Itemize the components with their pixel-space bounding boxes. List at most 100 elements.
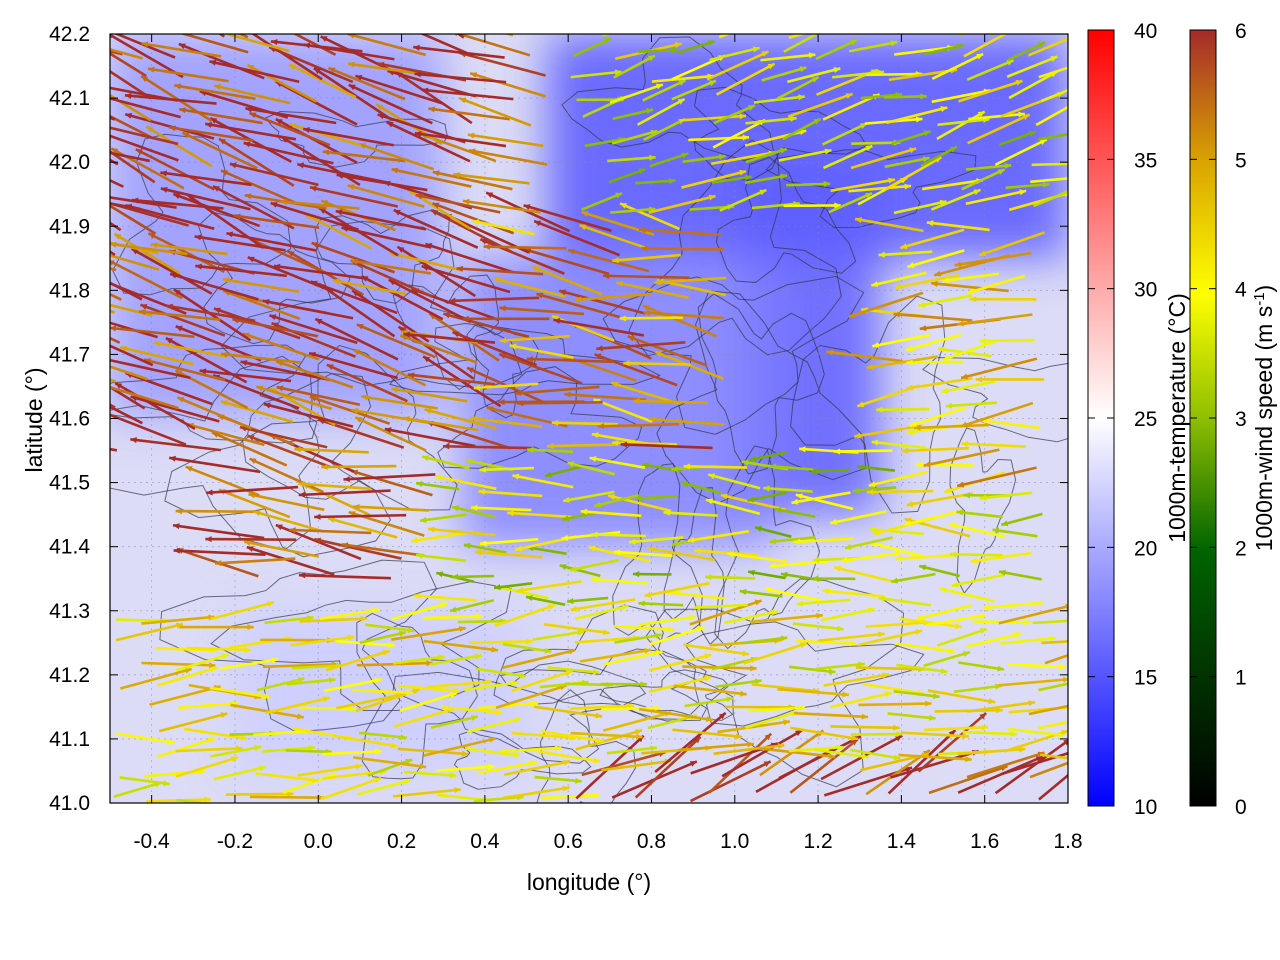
wind-arrow (905, 333, 962, 352)
wind-arrow (957, 746, 1026, 756)
wind-arrow (968, 111, 1025, 121)
wind-arrow (341, 225, 432, 249)
wind-arrow (998, 603, 1068, 625)
wind-arrow (110, 259, 183, 300)
wind-arrow (423, 613, 483, 620)
wind-arrow (570, 731, 643, 740)
wind-arrow (602, 272, 690, 280)
wind-arrow (469, 415, 543, 428)
y-axis-title: latitude (°) (21, 367, 47, 472)
contour-line (493, 604, 701, 720)
wind-arrow (220, 351, 301, 364)
wind-arrow (348, 83, 433, 125)
wind-arrow (218, 137, 295, 187)
wind-arrow (564, 391, 647, 401)
x-tick-label: 0.2 (387, 830, 416, 853)
wind-arrow (326, 363, 408, 403)
wind-arrow (774, 507, 816, 519)
wind-arrow (472, 219, 535, 236)
wind-arrow (424, 408, 498, 430)
wind-arrow (436, 763, 495, 772)
wind-arrow (713, 104, 756, 125)
wind-arrow (793, 537, 855, 545)
wind-arrow (523, 204, 612, 233)
x-tick-label: 1.6 (970, 830, 999, 853)
wind-arrow (569, 558, 620, 572)
windspeed-label-sup: -1 (1251, 292, 1268, 305)
temperature-colorbar-ticks: 10 15 20 25 30 35 40 (1088, 20, 1157, 819)
wind-arrow (562, 490, 615, 503)
wind-arrow (960, 401, 1034, 428)
wind-arrow (741, 635, 788, 645)
wind-arrow (419, 513, 467, 523)
wind-arrow (614, 632, 662, 644)
wind-arrow (544, 465, 583, 478)
wind-arrow (654, 276, 727, 286)
wind-arrow (474, 549, 543, 559)
wind-arrow (194, 234, 286, 252)
wind-arrow (887, 729, 957, 795)
wind-arrow (500, 745, 562, 753)
wind-arrow (421, 87, 514, 101)
x-axis-title: longitude (°) (527, 869, 651, 895)
wind-arrow (462, 315, 550, 322)
contour-line (663, 487, 725, 646)
wind-arrow (195, 263, 287, 278)
wind-arrow (786, 67, 841, 84)
contour-line (697, 293, 825, 475)
wind-arrow (918, 294, 972, 308)
wind-arrow (693, 547, 758, 557)
wind-arrow (322, 748, 382, 756)
wind-arrow (939, 586, 995, 603)
wind-arrow (998, 130, 1037, 147)
wind-arrow (213, 84, 291, 105)
contour-line (765, 149, 977, 229)
wind-arrow (110, 344, 154, 367)
wind-arrow (225, 790, 294, 797)
wind-arrow (820, 607, 875, 622)
wind-arrow (822, 588, 885, 598)
wind-arrow (795, 493, 854, 511)
wind-arrow (479, 238, 565, 275)
axis-ticks: -0.4 -0.2 0.0 0.2 0.4 0.6 0.8 1.0 1.2 1.4 1.6 1.8 41… (49, 23, 1082, 853)
wind-arrow (456, 265, 544, 276)
wind-arrow (119, 345, 194, 366)
wind-arrow (391, 626, 466, 641)
wind-arrow (298, 481, 372, 491)
wind-arrow (311, 241, 395, 274)
windspeed-colorbar-tick-label: 1 (1235, 667, 1247, 690)
wind-arrow (594, 353, 678, 387)
wind-arrow (242, 332, 320, 361)
wind-arrow (547, 666, 600, 675)
wind-arrow (253, 510, 325, 533)
x-tick-label: -0.2 (217, 830, 253, 853)
wind-arrow (575, 728, 643, 751)
wind-arrow (711, 174, 752, 184)
wind-arrow (907, 249, 965, 269)
wind-arrow (1000, 751, 1068, 776)
wind-arrow (679, 113, 747, 122)
wind-arrow (175, 653, 230, 672)
wind-arrow (994, 739, 1068, 795)
wind-arrow (916, 603, 973, 621)
wind-arrow (719, 188, 767, 212)
wind-arrow (355, 74, 444, 105)
wind-arrow (610, 381, 680, 406)
wind-arrow (603, 649, 663, 666)
wind-arrow (119, 776, 170, 787)
wind-arrow (941, 380, 996, 394)
wind-arrow (949, 551, 1003, 558)
wind-arrow (590, 576, 649, 585)
wind-arrow (608, 167, 646, 184)
wind-arrow (848, 291, 924, 319)
wind-arrow (575, 604, 629, 621)
wind-arrow (969, 296, 1037, 303)
wind-arrow (829, 510, 887, 525)
y-tick-label: 41.0 (49, 792, 90, 815)
wind-arrow (229, 162, 319, 187)
wind-arrow (830, 691, 892, 709)
wind-arrow (115, 622, 184, 642)
wind-arrow (954, 251, 1032, 268)
wind-arrow (681, 481, 722, 495)
wind-arrow (676, 39, 715, 55)
